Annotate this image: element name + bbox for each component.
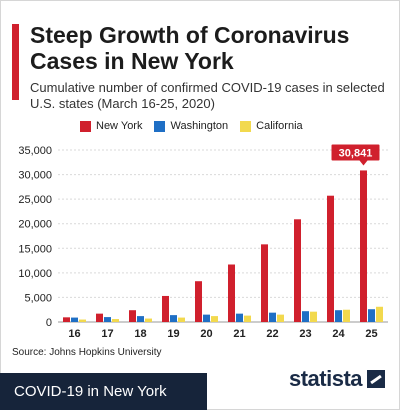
caption-banner: COVID-19 in New York — [0, 373, 207, 410]
bar-california — [145, 318, 152, 322]
statista-logo: statista — [289, 366, 386, 392]
y-tick-label: 0 — [46, 317, 52, 329]
bar-new-york — [63, 317, 70, 322]
bar-chart: 0 5,000 10,000 15,000 20,000 25,000 30,000 35,0… — [18, 144, 388, 340]
brand-icon — [367, 370, 386, 388]
bar-california — [79, 319, 86, 322]
x-tick-label: 25 — [365, 328, 377, 340]
y-tick-label: 10,000 — [18, 268, 52, 280]
bar-new-york — [129, 310, 136, 322]
bar-new-york — [327, 195, 334, 322]
x-tick-label: 22 — [266, 328, 278, 340]
x-tick-label: 20 — [200, 328, 212, 340]
y-tick-label: 35,000 — [18, 145, 52, 157]
legend-label-washington: Washington — [170, 120, 229, 132]
callout-box — [331, 144, 380, 161]
legend-swatch-california — [240, 120, 252, 132]
bar-washington — [104, 317, 111, 322]
bar-washington — [71, 317, 78, 322]
bar-washington — [302, 311, 309, 322]
legend-label-california: California — [256, 120, 303, 132]
x-tick-label: 19 — [167, 328, 179, 340]
bar-washington — [137, 316, 144, 322]
y-tick-label: 30,000 — [18, 170, 52, 182]
bar-california — [211, 316, 218, 322]
bar-washington — [368, 309, 375, 322]
legend-swatch-new-york — [80, 120, 91, 132]
y-tick-label: 15,000 — [18, 243, 52, 255]
callout-label: 30,841 — [339, 147, 373, 159]
y-tick-label: 20,000 — [18, 219, 52, 231]
bar-washington — [335, 310, 342, 322]
bar-washington — [236, 313, 243, 322]
legend-label-new-york: New York — [96, 120, 143, 132]
x-tick-label: 17 — [101, 328, 113, 340]
legend-item-california: California — [240, 120, 303, 132]
bar-washington — [203, 314, 210, 322]
bar-california — [277, 314, 284, 322]
bar-california — [310, 311, 317, 322]
x-tick-label: 24 — [332, 328, 345, 340]
source-note: Source: Johns Hopkins University — [12, 347, 162, 358]
legend-item-new-york: New York — [80, 120, 142, 132]
bar-california — [244, 315, 251, 322]
bar-new-york — [360, 170, 367, 322]
bar-california — [178, 317, 185, 322]
chart-legend: New York Washington California — [80, 120, 303, 132]
bar-california — [112, 319, 119, 322]
bar-new-york — [195, 281, 202, 322]
x-tick-label: 21 — [233, 328, 245, 340]
title-accent-bar — [12, 24, 19, 100]
bar-new-york — [162, 295, 169, 322]
bar-new-york — [294, 219, 301, 322]
y-tick-label: 25,000 — [18, 194, 52, 206]
legend-item-washington: Washington — [154, 120, 228, 132]
x-tick-label: 23 — [299, 328, 311, 340]
chart-subtitle: Cumulative number of confirmed COVID-19 … — [30, 80, 385, 111]
bar-california — [376, 306, 383, 322]
bar-washington — [269, 312, 276, 322]
y-tick-label: 5,000 — [24, 292, 52, 304]
x-tick-label: 18 — [134, 328, 146, 340]
bar-new-york — [96, 313, 103, 322]
chart-title: Steep Growth of Coronavirus Cases in New… — [30, 22, 350, 74]
bar-new-york — [228, 264, 235, 322]
bar-washington — [170, 315, 177, 322]
bar-california — [343, 309, 350, 322]
x-tick-label: 16 — [68, 328, 80, 340]
bar-new-york — [261, 244, 268, 322]
callout-pointer — [359, 160, 368, 166]
legend-swatch-washington — [154, 120, 166, 132]
brand-wordmark: statista — [289, 366, 363, 391]
